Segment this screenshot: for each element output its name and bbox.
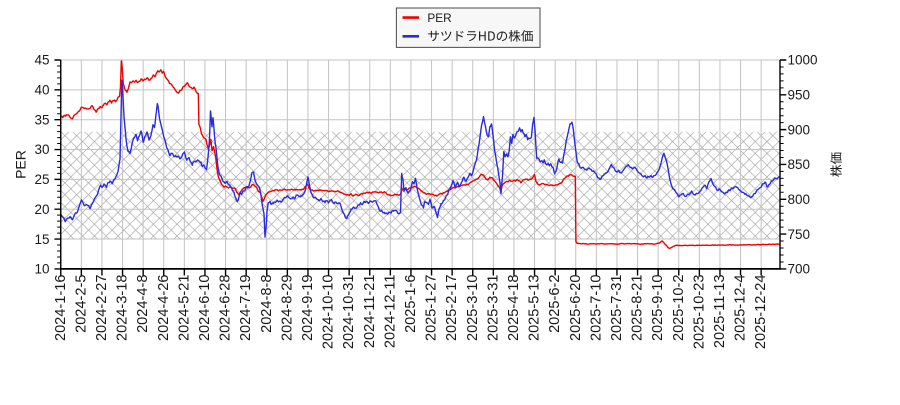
svg-text:2025-6-20: 2025-6-20 [568,275,584,342]
svg-text:2024-8-8: 2024-8-8 [259,275,275,333]
svg-text:700: 700 [788,262,811,277]
svg-text:2025-10-23: 2025-10-23 [691,275,707,350]
svg-text:2025-3-31: 2025-3-31 [485,274,501,341]
svg-text:2024-4-8: 2024-4-8 [135,275,151,333]
svg-text:10: 10 [34,262,49,277]
svg-text:2024-6-10: 2024-6-10 [197,275,213,342]
svg-text:2024-6-28: 2024-6-28 [218,275,234,342]
svg-text:2024-12-11: 2024-12-11 [382,275,398,349]
svg-text:900: 900 [788,122,811,137]
svg-text:2025-4-18: 2025-4-18 [506,275,522,342]
svg-text:45: 45 [34,53,49,68]
svg-text:2024-10-10: 2024-10-10 [321,275,337,350]
svg-text:2024-8-29: 2024-8-29 [279,275,295,342]
svg-text:2025-8-21: 2025-8-21 [630,275,646,342]
svg-text:2025-1-27: 2025-1-27 [424,275,440,342]
svg-text:2025-5-13: 2025-5-13 [527,275,543,342]
svg-text:35: 35 [34,112,49,127]
svg-text:2025-12-4: 2025-12-4 [733,275,749,342]
svg-text:2025-9-10: 2025-9-10 [650,275,666,342]
svg-text:PER: PER [427,11,451,25]
svg-text:2025-10-2: 2025-10-2 [671,275,687,342]
svg-text:2024-9-19: 2024-9-19 [300,275,316,342]
svg-text:2025-3-10: 2025-3-10 [465,275,481,342]
svg-text:2025-1-6: 2025-1-6 [403,275,419,333]
svg-text:25: 25 [34,172,49,187]
svg-text:2024-2-27: 2024-2-27 [94,275,110,342]
svg-text:2024-10-31: 2024-10-31 [341,275,357,350]
svg-text:2025-12-24: 2025-12-24 [753,275,769,350]
svg-text:40: 40 [34,83,49,98]
svg-text:800: 800 [788,192,811,207]
svg-text:2024-4-26: 2024-4-26 [156,275,172,342]
svg-text:2025-2-17: 2025-2-17 [444,275,460,342]
svg-text:950: 950 [788,88,811,103]
svg-text:20: 20 [34,202,49,217]
svg-text:2024-3-18: 2024-3-18 [115,275,131,342]
svg-text:2025-7-10: 2025-7-10 [588,275,604,342]
svg-text:30: 30 [34,142,49,157]
svg-text:2025-11-13: 2025-11-13 [712,275,728,349]
svg-text:2024-2-5: 2024-2-5 [73,275,89,333]
svg-text:2024-1-16: 2024-1-16 [53,275,69,342]
svg-text:1000: 1000 [788,53,818,68]
svg-text:15: 15 [34,232,49,247]
svg-text:2024-5-21: 2024-5-21 [176,275,192,342]
svg-text:2024-7-19: 2024-7-19 [238,275,254,342]
svg-text:PER: PER [13,150,29,179]
svg-text:2025-7-31: 2025-7-31 [609,275,625,342]
svg-text:750: 750 [788,227,811,242]
svg-text:2025-6-2: 2025-6-2 [547,275,563,333]
svg-text:2024-11-21: 2024-11-21 [362,275,378,349]
svg-text:850: 850 [788,157,811,172]
